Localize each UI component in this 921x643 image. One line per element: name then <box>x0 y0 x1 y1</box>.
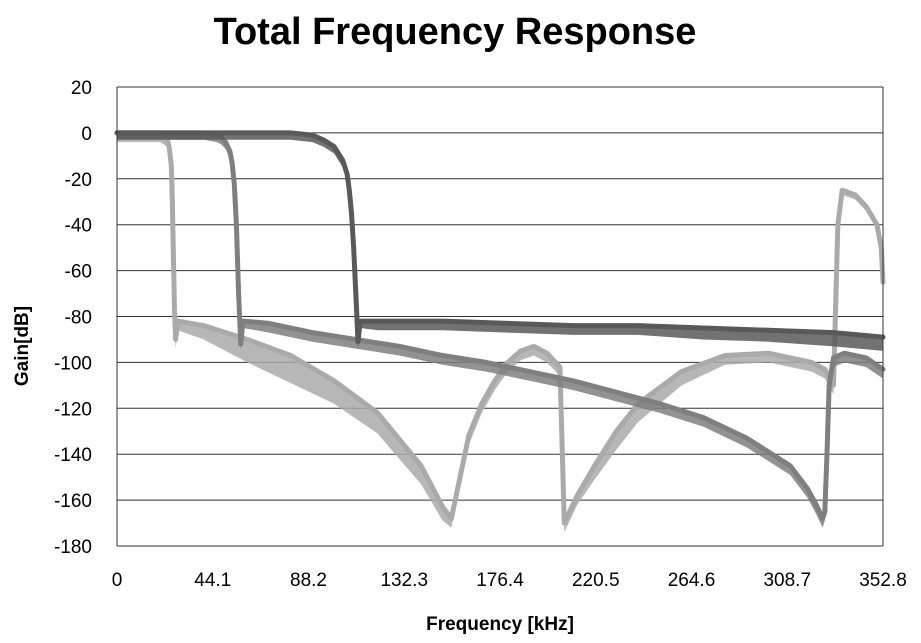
y-tick-label: 20 <box>71 78 92 99</box>
series-layer <box>114 130 886 533</box>
y-tick-label: -60 <box>65 262 92 283</box>
x-tick-label: 352.8 <box>859 570 907 591</box>
y-tick-label: -160 <box>54 491 92 512</box>
y-tick-label: -20 <box>65 170 92 191</box>
x-axis-label: Frequency [kHz] <box>426 614 574 635</box>
x-tick-label: 264.6 <box>668 570 716 591</box>
series-2 <box>114 130 886 528</box>
series-2-line <box>114 130 886 521</box>
y-tick-label: -40 <box>65 216 92 237</box>
y-tick-label: -180 <box>54 537 92 558</box>
y-tick-label: -100 <box>54 353 92 374</box>
chart-title: Total Frequency Response <box>214 11 697 53</box>
x-tick-label: 88.2 <box>290 570 327 591</box>
tick-layer: 20 0 -20 -40 -60 -80 -100 -120 -140 -160 -180 0 44.1… <box>54 78 907 591</box>
x-tick-label: 308.7 <box>763 570 811 591</box>
x-tick-label: 0 <box>112 570 123 591</box>
x-tick-label: 176.4 <box>476 570 524 591</box>
y-tick-label: -140 <box>54 445 92 466</box>
series-3-line <box>114 130 886 345</box>
x-tick-label: 132.3 <box>380 570 428 591</box>
x-tick-label: 44.1 <box>194 570 231 591</box>
y-tick-label: -120 <box>54 399 92 420</box>
y-tick-label: -80 <box>65 308 92 329</box>
x-tick-label: 220.5 <box>572 570 620 591</box>
axis-layer <box>116 87 884 547</box>
series-3 <box>114 130 886 351</box>
y-axis-label: Gain[dB] <box>12 306 33 386</box>
y-tick-label: 0 <box>81 124 92 145</box>
